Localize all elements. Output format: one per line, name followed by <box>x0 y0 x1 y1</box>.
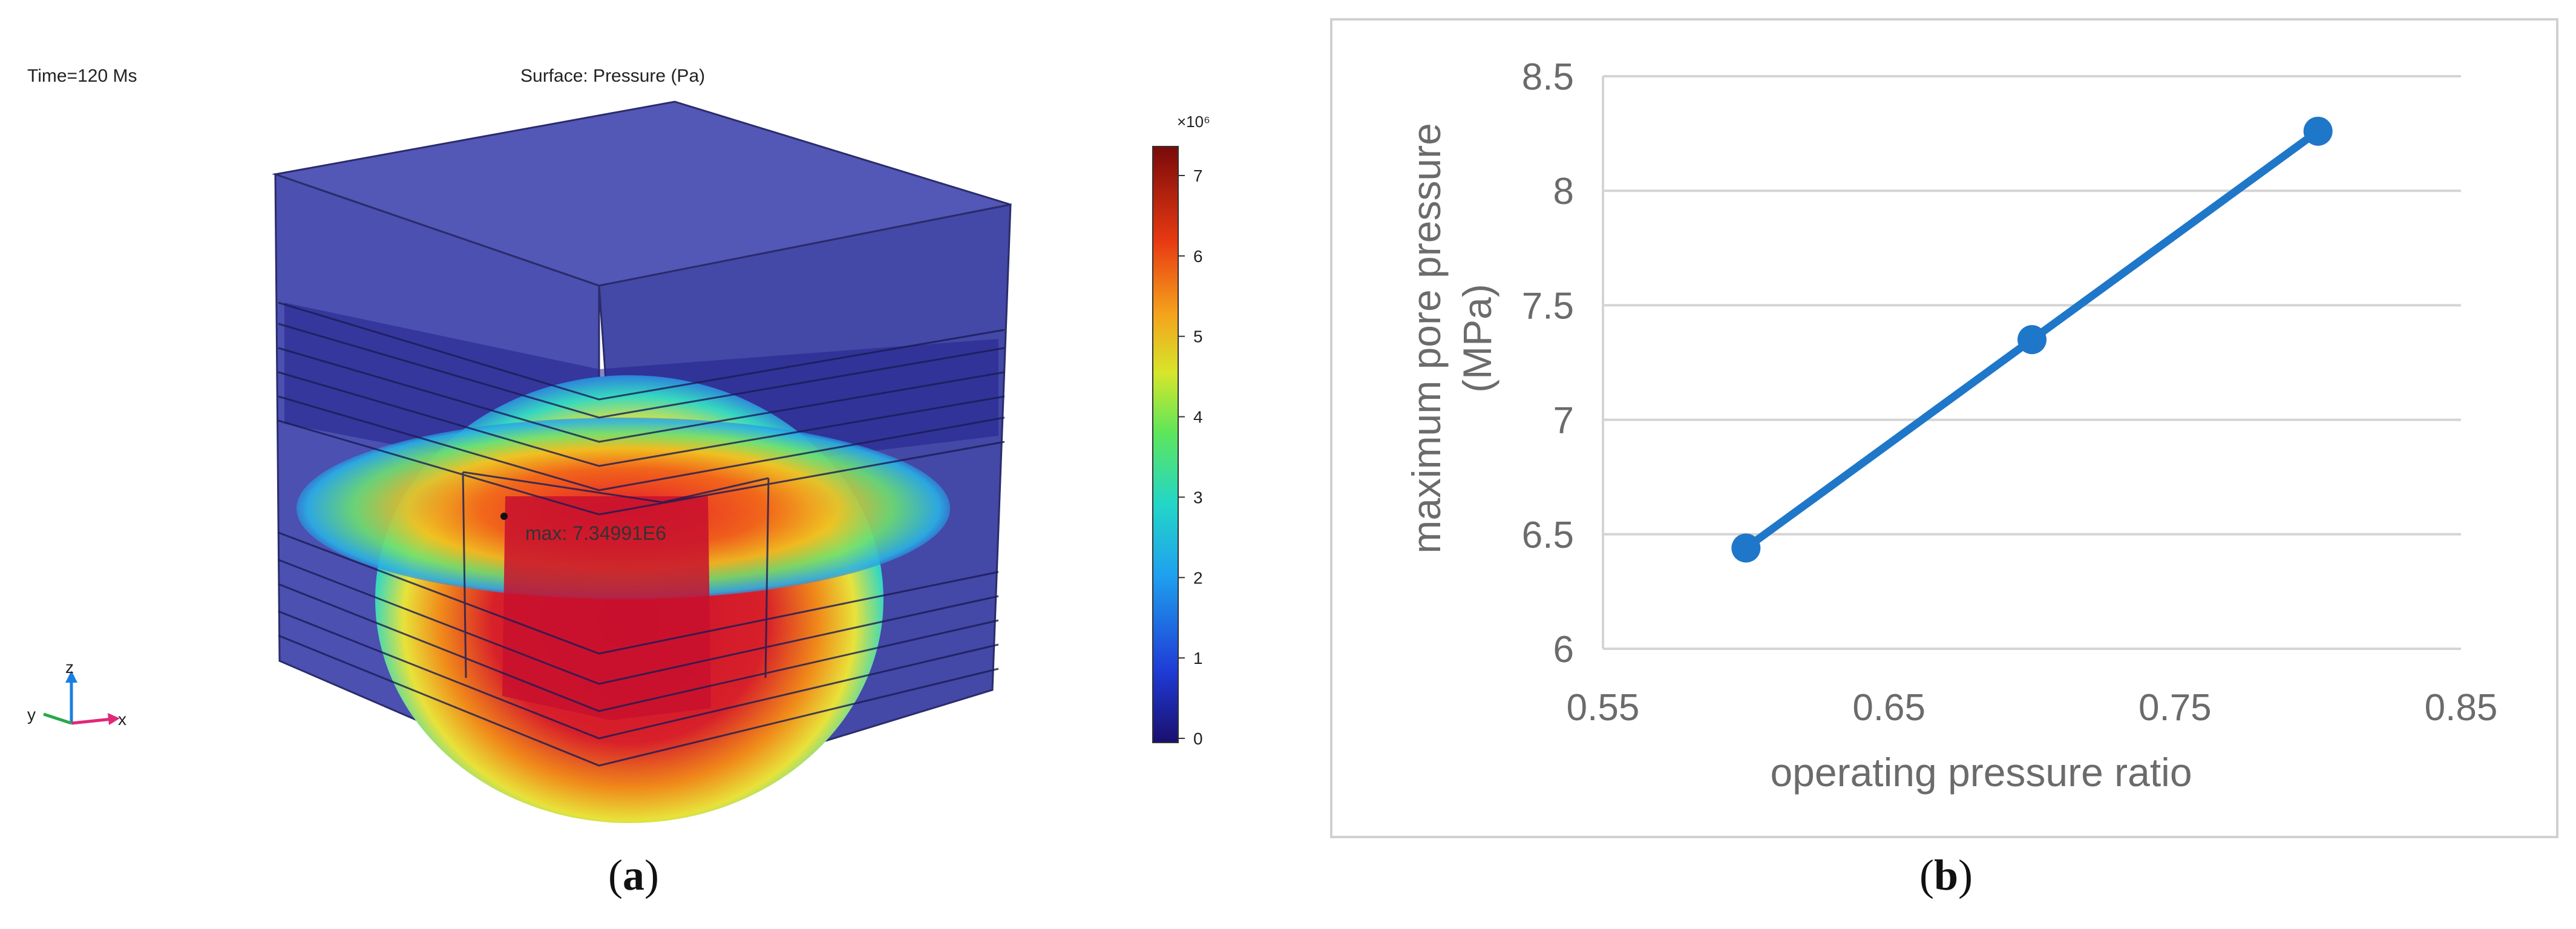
grid-lines <box>1602 75 2461 650</box>
panel-letter-a: a <box>622 851 644 899</box>
colorbar-ticks: 7 6 5 4 3 2 1 0 <box>1178 166 1203 748</box>
chart-frame: 6 6.5 7 7.5 8 8.5 0.55 0.65 0.75 0.85 operating … <box>1330 18 2558 838</box>
x-axis-label: operating pressure ratio <box>1770 750 2192 795</box>
max-marker <box>500 513 508 520</box>
time-label: Time=120 Ms <box>27 66 137 86</box>
x-tick-label: 0.65 <box>1852 687 1925 729</box>
colorbar-tick-label: 3 <box>1193 488 1203 507</box>
colorbar-tick-label: 5 <box>1193 327 1203 346</box>
pressure-block: max: 7.34991E6 <box>272 100 1012 823</box>
axis-triad: z x y <box>27 658 126 729</box>
colorbar-tick-label: 6 <box>1193 247 1203 266</box>
y-tick-label: 6 <box>1553 629 1574 671</box>
data-point <box>1731 533 1761 563</box>
x-tick-labels: 0.55 0.65 0.75 0.85 <box>1567 687 2498 729</box>
max-annotation: max: 7.34991E6 <box>525 522 666 544</box>
y-tick-label: 6.5 <box>1522 514 1574 556</box>
colorbar-tick-label: 1 <box>1193 649 1203 668</box>
data-point <box>2017 325 2047 355</box>
y-tick-label: 8 <box>1553 171 1574 212</box>
series-layer <box>1731 116 2333 563</box>
surface-title: Surface: Pressure (Pa) <box>520 66 705 86</box>
colorbar-tick-label: 2 <box>1193 568 1203 587</box>
y-tick-label: 7 <box>1553 400 1574 442</box>
colorbar: ×10⁶ 7 6 5 4 3 2 1 0 <box>1152 113 1210 748</box>
y-tick-labels: 6 6.5 7 7.5 8 8.5 <box>1522 56 1574 671</box>
x-tick-label: 0.85 <box>2425 687 2498 729</box>
data-point <box>2303 116 2333 146</box>
panel-label-b: (b) <box>1919 851 1973 899</box>
x-tick-label: 0.75 <box>2138 687 2212 729</box>
x-tick-label: 0.55 <box>1567 687 1640 729</box>
axis-y-label: y <box>27 705 36 724</box>
colorbar-exponent: ×10⁶ <box>1177 113 1210 131</box>
line-chart: 6 6.5 7 7.5 8 8.5 0.55 0.65 0.75 0.85 operating … <box>1404 56 2498 795</box>
hot-core <box>502 496 711 720</box>
colorbar-tick-label: 4 <box>1193 408 1203 427</box>
layer-lines <box>278 301 1005 767</box>
y-axis-label-line-1: maximum pore pressure <box>1404 123 1449 554</box>
y-axis-label: maximum pore pressure (MPa) <box>1404 123 1499 554</box>
axis-x-label: x <box>118 710 126 729</box>
colorbar-tick-label: 7 <box>1193 166 1203 185</box>
y-tick-label: 7.5 <box>1522 285 1574 327</box>
simulation-render: Time=120 Ms Surface: Pressure (Pa) <box>27 66 1210 823</box>
colorbar-tick-label: 0 <box>1193 729 1203 748</box>
colorbar-gradient <box>1152 146 1179 743</box>
panel-letter-b: b <box>1933 851 1959 899</box>
y-axis-label-line-2: (MPa) <box>1455 284 1499 393</box>
axis-z-label: z <box>65 658 74 677</box>
panel-label-a: (a) <box>608 851 659 899</box>
y-tick-label: 8.5 <box>1522 56 1574 98</box>
